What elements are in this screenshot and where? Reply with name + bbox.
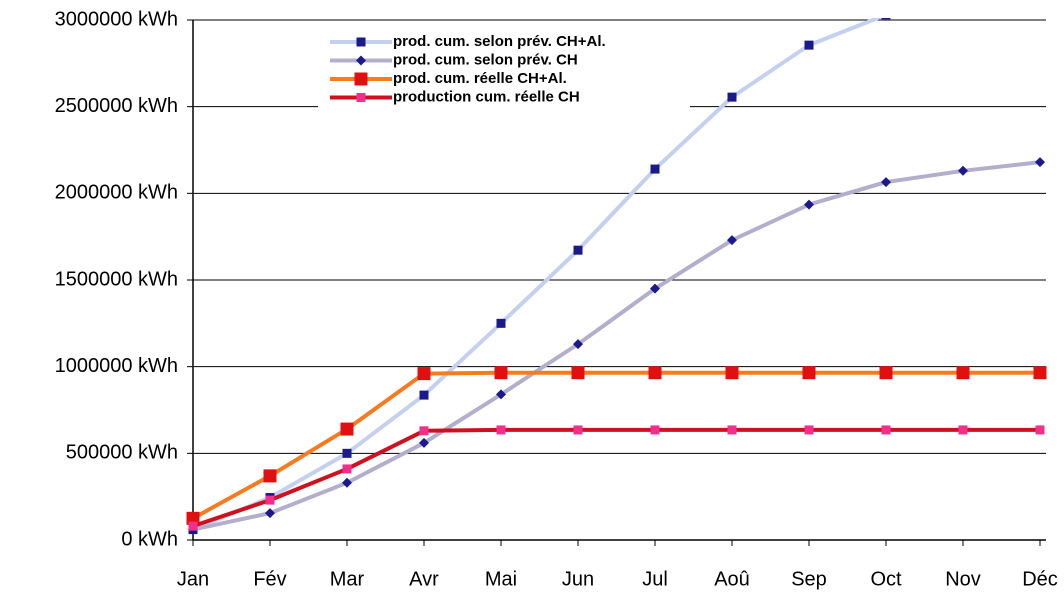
marker <box>356 93 366 102</box>
x-tick-label: Nov <box>945 568 981 590</box>
marker <box>186 511 200 525</box>
y-tick-label: 1000000 kWh <box>55 355 178 377</box>
marker <box>573 339 583 350</box>
marker <box>342 464 352 474</box>
x-tick-label: Jun <box>562 568 594 590</box>
marker <box>802 366 816 380</box>
x-tick-label: Fév <box>253 568 286 590</box>
legend-label: prod. cum. selon prév. CH <box>393 51 578 68</box>
marker <box>417 367 431 381</box>
marker <box>1033 366 1047 380</box>
marker <box>496 425 506 435</box>
marker <box>727 425 737 435</box>
marker <box>725 366 739 380</box>
marker <box>881 177 891 188</box>
x-tick-label: Jul <box>642 568 668 590</box>
marker <box>354 72 368 86</box>
x-tick-label: Sep <box>791 568 827 590</box>
marker <box>419 390 429 400</box>
marker <box>342 448 352 458</box>
x-tick-label: Jan <box>177 568 209 590</box>
marker <box>650 164 660 174</box>
marker <box>804 425 814 435</box>
y-tick-label: 0 kWh <box>121 528 178 550</box>
marker <box>356 37 366 47</box>
plot-area <box>186 18 1047 535</box>
marker <box>356 55 366 66</box>
marker <box>340 422 354 436</box>
series-line <box>192 160 1041 532</box>
marker <box>188 521 198 531</box>
marker <box>265 508 275 519</box>
y-tick-label: 500000 kWh <box>66 442 178 464</box>
marker <box>494 366 508 380</box>
series-line <box>192 18 884 532</box>
marker <box>727 92 737 102</box>
x-tick-label: Aoû <box>714 568 750 590</box>
marker <box>650 425 660 435</box>
y-tick-label: 2500000 kWh <box>55 95 178 117</box>
marker <box>419 437 429 448</box>
marker <box>881 18 891 20</box>
marker <box>648 366 662 380</box>
marker <box>496 318 506 328</box>
y-tick-label: 1500000 kWh <box>55 268 178 290</box>
marker <box>804 40 814 50</box>
marker <box>573 245 583 255</box>
x-tick-label: Oct <box>870 568 902 590</box>
marker <box>265 495 275 505</box>
y-tick-label: 3000000 kWh <box>55 8 178 30</box>
marker <box>342 477 352 488</box>
x-tick-label: Déc <box>1022 568 1058 590</box>
legend-label: prod. cum. selon prév. CH+Al. <box>393 33 606 50</box>
series-line <box>192 427 1040 529</box>
marker <box>650 283 660 294</box>
marker <box>958 425 968 435</box>
marker <box>1035 157 1045 168</box>
marker <box>263 469 277 483</box>
marker <box>419 426 429 436</box>
marker <box>727 235 737 246</box>
marker <box>958 165 968 176</box>
marker <box>879 366 893 380</box>
marker <box>1035 425 1045 435</box>
x-tick-label: Avr <box>409 568 439 590</box>
y-tick-label: 2000000 kWh <box>55 182 178 204</box>
x-tick-label: Mar <box>330 568 365 590</box>
marker <box>881 425 891 435</box>
legend-label: production cum. réelle CH <box>393 88 580 105</box>
series-line <box>192 370 1040 521</box>
marker <box>956 366 970 380</box>
legend-label: prod. cum. réelle CH+Al. <box>393 70 567 87</box>
x-tick-label: Mai <box>485 568 517 590</box>
marker <box>804 199 814 210</box>
marker <box>496 389 506 400</box>
marker <box>571 366 585 380</box>
marker <box>573 425 583 435</box>
